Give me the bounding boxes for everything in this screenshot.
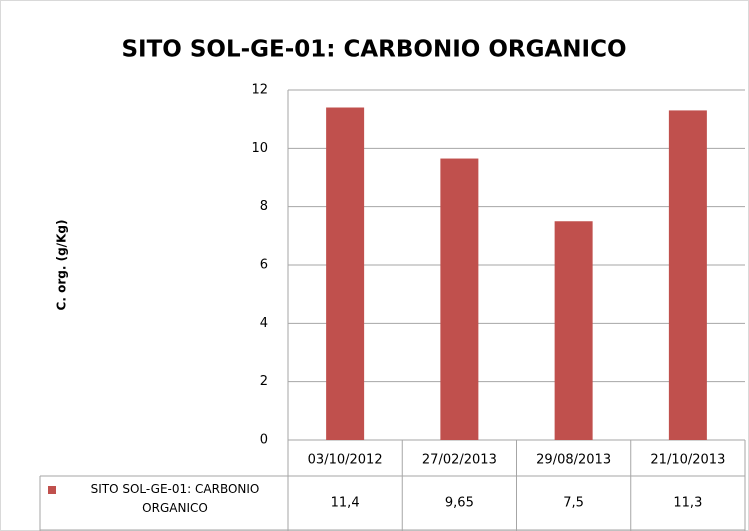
table-value: 11,3 [673, 496, 702, 511]
y-axis-label: C. org. (g/Kg) [55, 220, 69, 311]
table-value: 9,65 [445, 496, 474, 511]
legend-label: SITO SOL-GE-01: CARBONIO ORGANICO [90, 482, 260, 515]
y-tick-label: 0 [260, 433, 268, 448]
y-tick-label: 2 [260, 374, 268, 389]
bar [440, 158, 479, 440]
bar [554, 221, 593, 440]
x-tick-label: 29/08/2013 [536, 453, 611, 468]
bar [326, 107, 365, 440]
x-tick-label: 03/10/2012 [308, 453, 383, 468]
y-tick-label: 8 [260, 199, 268, 214]
y-tick-label: 4 [260, 316, 268, 331]
table-value: 7,5 [563, 496, 584, 511]
bar [668, 110, 707, 441]
chart-title: SITO SOL-GE-01: CARBONIO ORGANICO [121, 37, 626, 63]
y-tick-label: 12 [251, 83, 268, 98]
x-tick-label: 27/02/2013 [422, 453, 497, 468]
legend-swatch [48, 486, 56, 494]
table-value: 11,4 [331, 496, 360, 511]
x-tick-label: 21/10/2013 [650, 453, 725, 468]
y-tick-label: 6 [260, 258, 268, 273]
y-tick-label: 10 [251, 141, 268, 156]
